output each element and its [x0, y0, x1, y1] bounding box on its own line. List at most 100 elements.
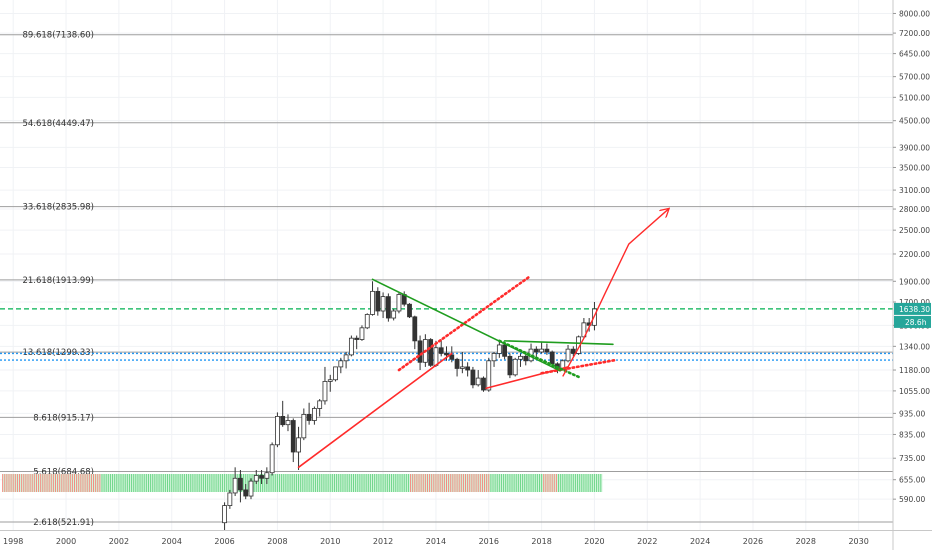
- candle-body-down: [407, 303, 412, 318]
- trend-drawings: [297, 209, 669, 469]
- candle-body-up: [322, 381, 328, 402]
- candle-body-up: [396, 294, 402, 312]
- candle-body-up: [285, 420, 291, 426]
- projection-arrow: [562, 209, 669, 377]
- time-tick-label: 2016: [479, 537, 499, 546]
- candle-body-down: [375, 290, 381, 312]
- price-tick-label: 1055.00: [899, 387, 930, 396]
- candle-body-down: [444, 353, 449, 356]
- price-tick-label: 835.00: [899, 430, 925, 439]
- time-tick-label: 2010: [320, 537, 340, 546]
- candle-body-up: [253, 475, 259, 482]
- fib-level-label: 13.618(1299.33): [22, 348, 94, 358]
- current-price-label: 1638.30: [899, 305, 930, 314]
- fib-level-label: 89.618(7138.60): [22, 31, 94, 41]
- candle-body-down: [259, 475, 264, 479]
- candle-body-up: [232, 477, 238, 494]
- price-tick-label: 2800.00: [899, 205, 930, 214]
- price-tick-label: 735.00: [899, 454, 925, 463]
- candle-body-up: [364, 314, 370, 329]
- candle-body-down: [549, 351, 555, 365]
- fib-level-label: 54.618(4449.47): [22, 119, 94, 129]
- price-tick-label: 4500.00: [899, 117, 930, 126]
- price-axis[interactable]: 8000.00 7200.00 6450.00 5700.00 5100.00 4500.…: [892, 0, 930, 550]
- candle-body-down: [417, 340, 423, 363]
- candle-body-up: [359, 327, 365, 340]
- time-tick-label: 2004: [162, 537, 182, 546]
- price-tick-label: 1900.00: [899, 277, 930, 286]
- price-tick-label: 3500.00: [899, 163, 930, 172]
- candle-body-up: [380, 296, 386, 312]
- candle-body-up: [496, 344, 502, 354]
- time-tick-label: 2028: [796, 537, 816, 546]
- candle-body-up: [327, 379, 333, 382]
- candle-body-up: [433, 347, 439, 366]
- candle-body-down: [502, 344, 508, 357]
- candle-body-down: [428, 339, 434, 366]
- candle-body-down: [290, 420, 296, 453]
- time-tick-label: 2014: [426, 537, 446, 546]
- dotted-trendline: [498, 339, 583, 380]
- fib-level-label: 2.618(521.91): [33, 518, 94, 528]
- price-tick-label: 1340.00: [899, 342, 930, 351]
- price-tick-label: 935.00: [899, 409, 925, 418]
- fib-level-label: 21.618(1913.99): [22, 276, 94, 286]
- candle-body-up: [269, 444, 275, 474]
- candle-body-up: [512, 358, 518, 376]
- price-tick-label: 1700.00: [899, 298, 930, 307]
- price-tick-label: 3100.00: [899, 186, 930, 195]
- candle-body-down: [412, 316, 418, 342]
- bottom-histogram: [2, 474, 603, 492]
- fib-level-label: 33.618(2835.98): [22, 203, 94, 213]
- candle-body-down: [523, 355, 529, 362]
- price-tick-label: 8000.00: [899, 9, 930, 18]
- current-price-badge: [894, 302, 931, 315]
- candle-body-down: [306, 413, 312, 421]
- price-tick-label: 5700.00: [899, 73, 930, 82]
- time-tick-label: 2008: [267, 537, 287, 546]
- fib-level-label: 8.618(915.17): [33, 413, 94, 423]
- candle-body-up: [311, 408, 317, 421]
- price-tick-label: 1180.00: [899, 366, 930, 375]
- candle-body-down: [280, 416, 286, 426]
- price-tick-label: 5100.00: [899, 93, 930, 102]
- candle-body-down: [354, 337, 360, 340]
- time-tick-label: 2030: [848, 537, 868, 546]
- candle-body-down: [507, 355, 513, 376]
- candle-body-down: [454, 358, 460, 369]
- candle-body-down: [243, 489, 249, 497]
- countdown-badge: [894, 315, 931, 328]
- time-tick-label: 2018: [531, 537, 551, 546]
- horizontal-lines: [0, 308, 893, 361]
- candle-body-up: [248, 480, 254, 497]
- candle-body-up: [518, 355, 523, 360]
- trendline: [503, 340, 614, 346]
- candle-body-up: [459, 366, 465, 369]
- time-tick-label: 2024: [690, 537, 710, 546]
- time-axis[interactable]: 1998 2000 2002 2004 2006 2008 2010 2012 2014 2016…: [0, 530, 932, 547]
- candle-body-up: [370, 290, 375, 315]
- price-tick-label: 655.00: [899, 476, 925, 485]
- time-tick-label: 2020: [584, 537, 604, 546]
- candle-body-up: [264, 472, 270, 479]
- candle-body-up: [275, 416, 280, 446]
- price-tick-label: 2200.00: [899, 250, 930, 259]
- candle-body-up: [338, 360, 344, 368]
- price-tick-label: 2500.00: [899, 226, 930, 235]
- candle-body-up: [539, 348, 545, 353]
- candle-body-up: [301, 413, 307, 439]
- dotted-trendline: [397, 276, 530, 372]
- candle-body-up: [317, 400, 323, 409]
- time-tick-label: 2012: [373, 537, 393, 546]
- candle-body-down: [238, 477, 243, 491]
- candle-body-down: [465, 366, 471, 371]
- candle-body-down: [385, 296, 391, 319]
- time-tick-label: 2026: [743, 537, 763, 546]
- price-tick-label: 7200.00: [899, 29, 930, 38]
- candle-body-up: [227, 492, 233, 506]
- candle-body-up: [491, 353, 497, 362]
- candle-body-up: [333, 366, 338, 381]
- price-badges: 1638.30 28.6h: [894, 302, 931, 328]
